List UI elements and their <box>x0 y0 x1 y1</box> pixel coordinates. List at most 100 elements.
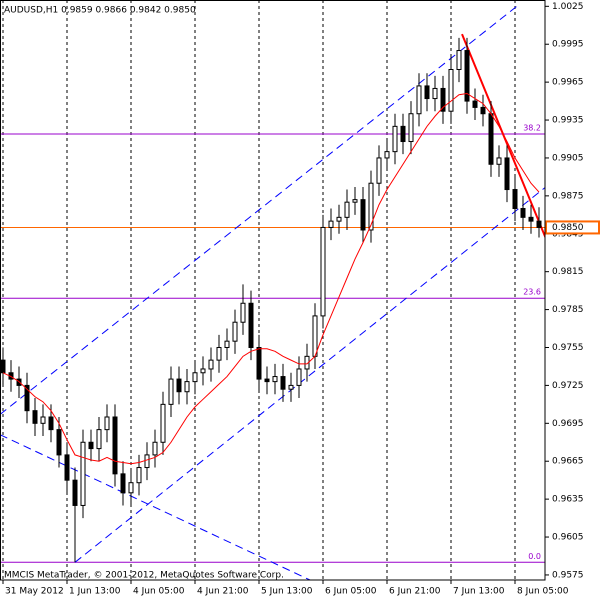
y-tick-label: 0.9755 <box>552 343 584 353</box>
candle-body <box>24 384 30 412</box>
candle-body <box>432 87 438 100</box>
candle-body <box>520 207 526 218</box>
candle-body <box>536 220 542 228</box>
candle-body <box>376 157 382 184</box>
fibo-label: 23.6 <box>523 288 541 297</box>
x-tick-label: 4 Jun 05:00 <box>133 587 185 597</box>
candle-body <box>192 372 198 383</box>
candle-body <box>72 479 78 506</box>
chart-title: AUDUSD,H1 0.9859 0.9866 0.9842 0.9850 <box>4 6 196 16</box>
candle-body <box>200 368 206 374</box>
candle-body <box>360 199 366 231</box>
candle-body <box>232 321 238 342</box>
x-tick-label: 6 Jun 05:00 <box>325 587 377 597</box>
y-tick-label: 0.9725 <box>552 381 584 391</box>
y-tick-label: 0.9605 <box>552 533 584 543</box>
candle-body <box>528 216 534 222</box>
candle-body <box>440 87 446 112</box>
candle-body <box>424 85 430 100</box>
x-tick-label: 6 Jun 21:00 <box>389 587 441 597</box>
candle-body <box>184 381 190 393</box>
candle-body <box>176 378 182 393</box>
y-tick-label: 0.9635 <box>552 495 584 505</box>
candle-body <box>96 429 102 450</box>
candle-body <box>120 473 126 494</box>
trend-line <box>0 434 311 580</box>
plot-frame <box>0 0 546 581</box>
candle-body <box>400 125 406 143</box>
candle-body <box>392 125 398 153</box>
candle-body <box>216 346 222 361</box>
y-tick-label: 1.0025 <box>552 2 584 12</box>
plot-area: 38.2 23.6 0.0 <box>0 3 545 580</box>
candle-body <box>168 378 174 405</box>
candle-body <box>512 189 518 209</box>
candle-body <box>488 113 494 165</box>
trend-line <box>0 3 521 415</box>
candle-body <box>352 199 358 203</box>
x-tick-label: 8 Jun 05:00 <box>517 587 569 597</box>
fibo-label: 0.0 <box>528 552 541 561</box>
candle-body <box>160 403 166 443</box>
bid-box <box>545 220 600 235</box>
fibo-label: 38.2 <box>523 123 541 132</box>
candle-body <box>80 441 86 506</box>
candle-body <box>320 226 326 317</box>
x-tick-label: 5 Jun 13:00 <box>261 587 313 597</box>
y-tick-label: 0.9935 <box>552 116 584 126</box>
x-tick-label: 7 Jun 13:00 <box>453 587 505 597</box>
candle-body <box>416 85 422 115</box>
candle-body <box>248 302 254 348</box>
candle-body <box>448 68 454 112</box>
candle-body <box>272 376 278 383</box>
y-tick-label: 0.9695 <box>552 419 584 429</box>
candle-body <box>152 441 158 456</box>
candle-body <box>312 315 318 357</box>
candle-body <box>224 340 230 348</box>
y-tick-label: 0.9875 <box>552 191 584 201</box>
candle-body <box>256 346 262 380</box>
candle-body <box>0 359 6 374</box>
candle-body <box>336 216 342 222</box>
candle-body <box>208 359 214 370</box>
candle-body <box>48 416 54 431</box>
candle-body <box>408 113 414 143</box>
candle-body <box>64 454 70 481</box>
candle-body <box>136 467 142 484</box>
candle-body <box>456 50 462 70</box>
y-tick-label: 0.9965 <box>552 78 584 88</box>
candle-body <box>32 410 38 424</box>
candle-body <box>480 106 486 115</box>
candle-body <box>56 429 62 456</box>
candle-body <box>472 100 478 108</box>
candle-body <box>280 376 286 390</box>
candle-body <box>240 302 246 323</box>
candle-body <box>112 416 118 475</box>
candle-body <box>328 220 334 228</box>
x-tick-label: 31 May 2012 <box>5 587 64 597</box>
candle-body <box>40 416 46 424</box>
x-tick-label: 4 Jun 21:00 <box>197 587 249 597</box>
candle-body <box>128 482 134 494</box>
candle-body <box>344 201 350 218</box>
footer: MMCIS MetaTrader, © 2001-2012, MetaQuote… <box>4 571 284 581</box>
candle-body <box>104 416 110 431</box>
x-tick-label: 1 Jun 13:00 <box>69 587 121 597</box>
candle-body <box>464 50 470 102</box>
candle-body <box>496 157 502 165</box>
trend-line <box>461 33 545 240</box>
candle-body <box>144 454 150 469</box>
candle-body <box>288 384 294 390</box>
y-tick-label: 0.9905 <box>552 153 584 163</box>
candle-body <box>88 441 94 450</box>
grid <box>2 0 516 580</box>
y-tick-label: 0.9665 <box>552 457 584 467</box>
y-tick-label: 0.9815 <box>552 267 584 277</box>
candle-body <box>296 368 302 386</box>
y-tick-label: 0.9575 <box>552 570 584 580</box>
candle-body <box>384 151 390 159</box>
candle-body <box>504 157 510 191</box>
